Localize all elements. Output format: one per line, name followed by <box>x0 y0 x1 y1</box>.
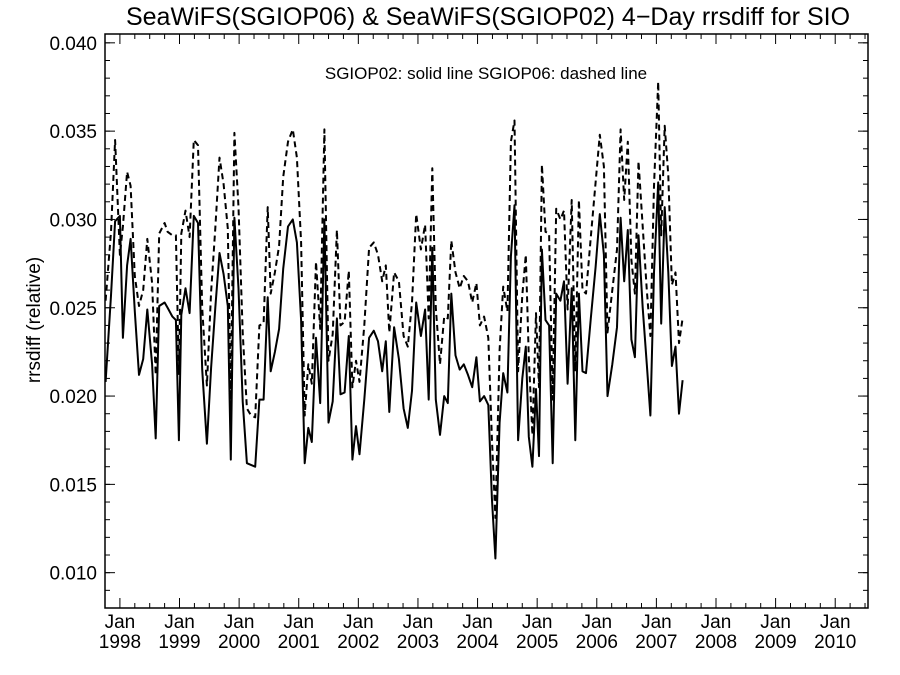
x-tick-year: 2007 <box>635 632 677 653</box>
x-tick-year: 2010 <box>814 632 856 653</box>
x-tick-month: Jan <box>224 612 255 633</box>
x-tick-year: 2008 <box>695 632 737 653</box>
y-tick-label: 0.025 <box>49 299 97 320</box>
series-layer <box>104 80 684 560</box>
x-tick-month: Jan <box>343 612 374 633</box>
x-tick-year: 2005 <box>516 632 558 653</box>
axis-ticks: 0.0100.0150.0200.0250.0300.0350.040Jan19… <box>49 34 868 653</box>
x-tick-month: Jan <box>105 612 136 633</box>
x-tick-year: 1998 <box>99 632 141 653</box>
x-tick-month: Jan <box>522 612 553 633</box>
y-tick-label: 0.015 <box>49 475 97 496</box>
series-line-sgiop02 <box>104 181 684 560</box>
x-tick-month: Jan <box>283 612 314 633</box>
y-tick-label: 0.010 <box>49 564 97 585</box>
y-tick-label: 0.035 <box>49 122 97 143</box>
x-tick-month: Jan <box>701 612 732 633</box>
x-tick-year: 2006 <box>576 632 618 653</box>
x-tick-year: 1999 <box>158 632 200 653</box>
x-tick-month: Jan <box>403 612 434 633</box>
y-tick-label: 0.020 <box>49 387 97 408</box>
x-tick-year: 2001 <box>278 632 320 653</box>
y-axis-label: rrsdiff (relative) <box>24 257 45 383</box>
legend-annotation: SGIOP02: solid line SGIOP06: dashed line <box>325 64 647 83</box>
x-tick-month: Jan <box>760 612 791 633</box>
x-tick-year: 2000 <box>218 632 260 653</box>
series-line-sgiop06 <box>104 80 684 519</box>
x-tick-month: Jan <box>462 612 493 633</box>
x-tick-month: Jan <box>581 612 612 633</box>
chart-title: SeaWiFS(SGIOP06) & SeaWiFS(SGIOP02) 4−Da… <box>126 3 850 31</box>
x-tick-month: Jan <box>164 612 195 633</box>
y-tick-label: 0.030 <box>49 210 97 231</box>
x-tick-month: Jan <box>820 612 851 633</box>
y-tick-label: 0.040 <box>49 34 97 55</box>
x-tick-year: 2004 <box>456 632 499 653</box>
x-tick-year: 2009 <box>754 632 796 653</box>
x-tick-year: 2002 <box>337 632 379 653</box>
x-tick-year: 2003 <box>397 632 439 653</box>
plot-frame <box>104 33 869 609</box>
x-tick-month: Jan <box>641 612 672 633</box>
